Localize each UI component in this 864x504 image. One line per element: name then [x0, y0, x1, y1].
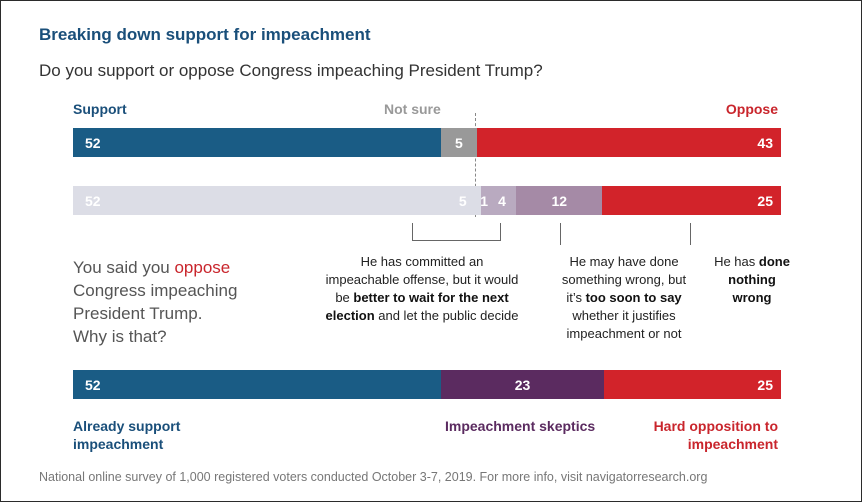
footer-note: National online survey of 1,000 register…: [39, 470, 708, 484]
bar1-value-label-0: 52: [85, 134, 101, 151]
not-sure-label: Not sure: [384, 101, 441, 117]
reason-soon-3: it’s: [566, 290, 586, 305]
reason-wait-1: He has committed an: [360, 254, 484, 269]
bar2-segment-0: 52: [73, 186, 445, 215]
divider-line: [475, 113, 476, 217]
bar2-value-label-4: 12: [551, 192, 568, 209]
reason-soon-1: He may have done: [569, 254, 679, 269]
bar3-value-label-1: 23: [514, 376, 531, 393]
bar2-segment-4: 12: [516, 186, 603, 215]
bar2-value-label-2: 1: [480, 192, 489, 209]
follow-up-prompt: You said you oppose Congress impeaching …: [73, 256, 303, 348]
reason-nothing-1: He has: [714, 254, 759, 269]
reason-nothing-bold-1: done: [758, 254, 790, 269]
reason-wait: He has committed an impeachable offense,…: [303, 253, 541, 325]
bar3-value-label-0: 52: [85, 376, 101, 393]
bar3-value-label-2: 25: [757, 376, 773, 393]
already-support-line-1: Already support: [73, 418, 181, 434]
bar1-segment-2: 43: [476, 128, 781, 157]
hard-opposition-line-1: Hard opposition to: [653, 418, 778, 434]
connector-nothing: [690, 223, 692, 245]
bar2-segment-1: 5: [444, 186, 481, 215]
prompt-line-3: President Trump.: [73, 304, 203, 323]
reason-wait-bold-2: election: [325, 308, 375, 323]
reason-nothing: He has done nothing wrong: [699, 253, 805, 307]
bar1-segment-1: 5: [441, 128, 477, 157]
reason-soon-bold: too soon to say: [585, 290, 682, 305]
already-support-line-2: impeachment: [73, 436, 164, 452]
chart-subtitle: Do you support or oppose Congress impeac…: [39, 61, 543, 80]
support-label: Support: [73, 101, 127, 117]
chart-title: Breaking down support for impeachment: [39, 25, 371, 44]
connector-wait-left: [412, 223, 501, 241]
prompt-oppose-word: oppose: [174, 258, 231, 277]
prompt-line-2: Congress impeaching: [73, 281, 238, 300]
prompt-line-4: Why is that?: [73, 327, 167, 346]
prompt-text: You said you: [73, 258, 175, 277]
bar2-segment-3: 4: [487, 186, 517, 215]
bar2-segment-2: 1: [480, 186, 489, 215]
bar3-segment-2: 25: [604, 370, 781, 399]
oppose-label: Oppose: [725, 101, 778, 117]
already-support-label: Already support impeachment: [73, 417, 180, 453]
bar2-segment-5: 25: [602, 186, 781, 215]
hard-opposition-label: Hard opposition to impeachment: [654, 417, 778, 453]
reason-nothing-bold-2: nothing: [728, 272, 776, 287]
connector-wait-right: [500, 223, 502, 241]
connector-soon: [560, 223, 562, 245]
bar2-value-label-0: 52: [85, 192, 101, 209]
reason-soon-4: whether it justifies: [572, 308, 676, 323]
reason-soon-5: impeachment or not: [566, 326, 682, 341]
bar3-segment-0: 52: [73, 370, 442, 399]
bar3-segment-1: 23: [441, 370, 604, 399]
connector-wait-bottom: [412, 240, 500, 242]
reason-wait-4: and let the public decide: [374, 308, 519, 323]
bar1-value-label-1: 5: [454, 134, 463, 151]
bar2-value-label-1: 5: [458, 192, 467, 209]
reason-wait-2: impeachable offense, but it would: [325, 272, 519, 287]
reason-soon-2: something wrong, but: [561, 272, 687, 287]
bar1-segment-0: 52: [73, 128, 442, 157]
reason-wait-3: be: [335, 290, 354, 305]
bar1-value-label-2: 43: [757, 134, 773, 151]
bar2-value-label-3: 4: [498, 192, 506, 209]
reason-wait-bold-1: better to wait for the next: [353, 290, 509, 305]
hard-opposition-line-2: impeachment: [687, 436, 778, 452]
reason-nothing-bold-3: wrong: [732, 290, 772, 305]
bar2-value-label-5: 25: [757, 192, 773, 209]
reason-soon: He may have done something wrong, but it…: [549, 253, 699, 343]
skeptics-label: Impeachment skeptics: [445, 418, 596, 434]
